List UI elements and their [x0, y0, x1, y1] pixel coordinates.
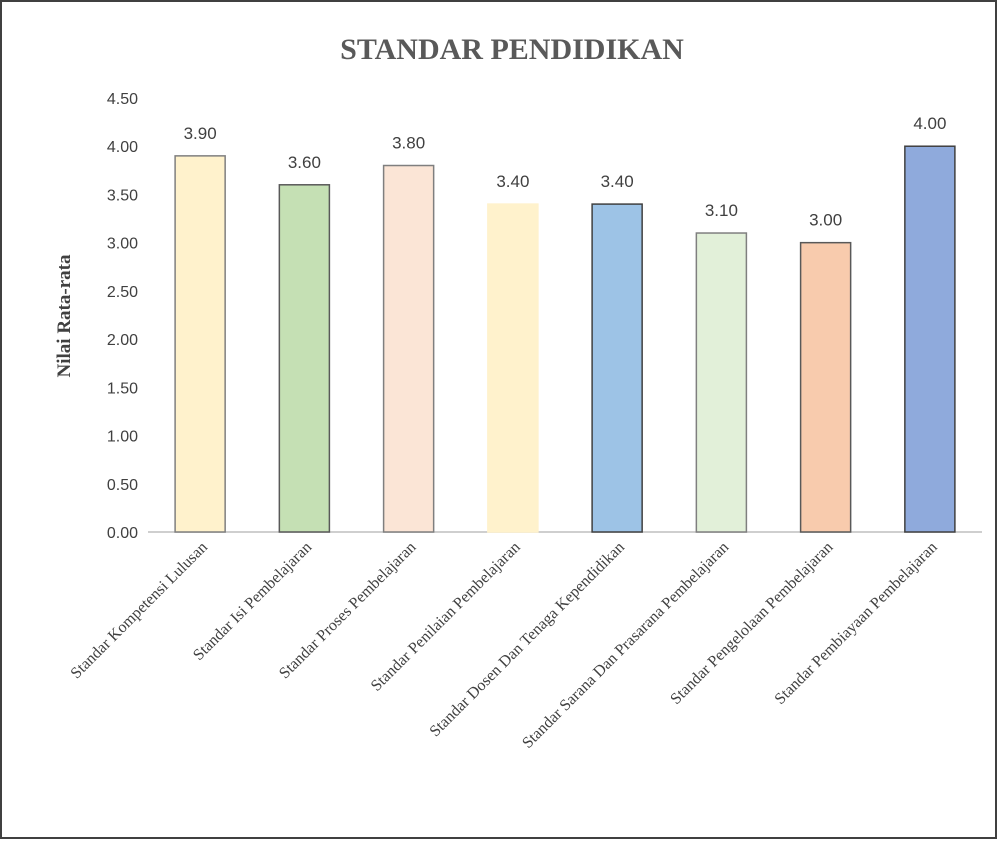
data-label: 3.90	[184, 124, 217, 143]
x-tick-label: Standar Kompetensi Lulusan	[68, 539, 211, 682]
chart-title: STANDAR PENDIDIKAN	[340, 33, 684, 66]
data-label: 4.00	[913, 114, 946, 133]
x-tick-label: Standar Pembiayaan Pembelajaran	[772, 539, 941, 708]
data-label: 3.40	[601, 172, 634, 191]
bar	[904, 145, 956, 533]
bar	[487, 203, 539, 533]
x-tick-label: Standar Isi Pembelajaran	[190, 539, 315, 664]
x-tick-label: Standar Pengelolaan Pembelajaran	[667, 539, 836, 708]
x-tick-label: Standar Dosen Dan Tenaga Kependidikan	[427, 539, 628, 740]
bar	[695, 232, 748, 533]
x-tick-label: Standar Sarana Dan Prasarana Pembelajara…	[519, 539, 732, 752]
bar	[591, 203, 643, 533]
y-tick-label: 1.00	[107, 429, 138, 446]
y-tick-label: 2.00	[107, 332, 138, 349]
y-tick-label: 0.00	[107, 525, 138, 542]
y-axis-ticks: 0.00 0.50 1.00 1.50 2.00 2.50 3.00 3.50 4.00 4.50	[107, 91, 138, 542]
y-tick-label: 2.50	[107, 284, 138, 301]
data-label: 3.80	[392, 134, 425, 153]
y-tick-label: 0.50	[107, 477, 138, 494]
y-tick-label: 4.50	[107, 91, 138, 108]
y-tick-label: 3.50	[107, 187, 138, 204]
y-axis-title: Nilai Rata-rata	[54, 254, 75, 377]
data-label: 3.60	[288, 153, 321, 172]
y-tick-label: 3.00	[107, 236, 138, 253]
bar	[799, 241, 852, 533]
data-label: 3.40	[496, 172, 529, 191]
bar	[382, 164, 435, 533]
y-tick-label: 4.00	[107, 139, 138, 156]
bars-group	[174, 145, 956, 533]
data-label: 3.00	[809, 211, 842, 230]
bar	[278, 184, 331, 533]
y-tick-label: 1.50	[107, 380, 138, 397]
bar	[174, 155, 226, 533]
data-labels-group: 3.90 3.60 3.80 3.40 3.40 3.10 3.00 4.00	[184, 114, 947, 229]
data-label: 3.10	[705, 201, 738, 220]
